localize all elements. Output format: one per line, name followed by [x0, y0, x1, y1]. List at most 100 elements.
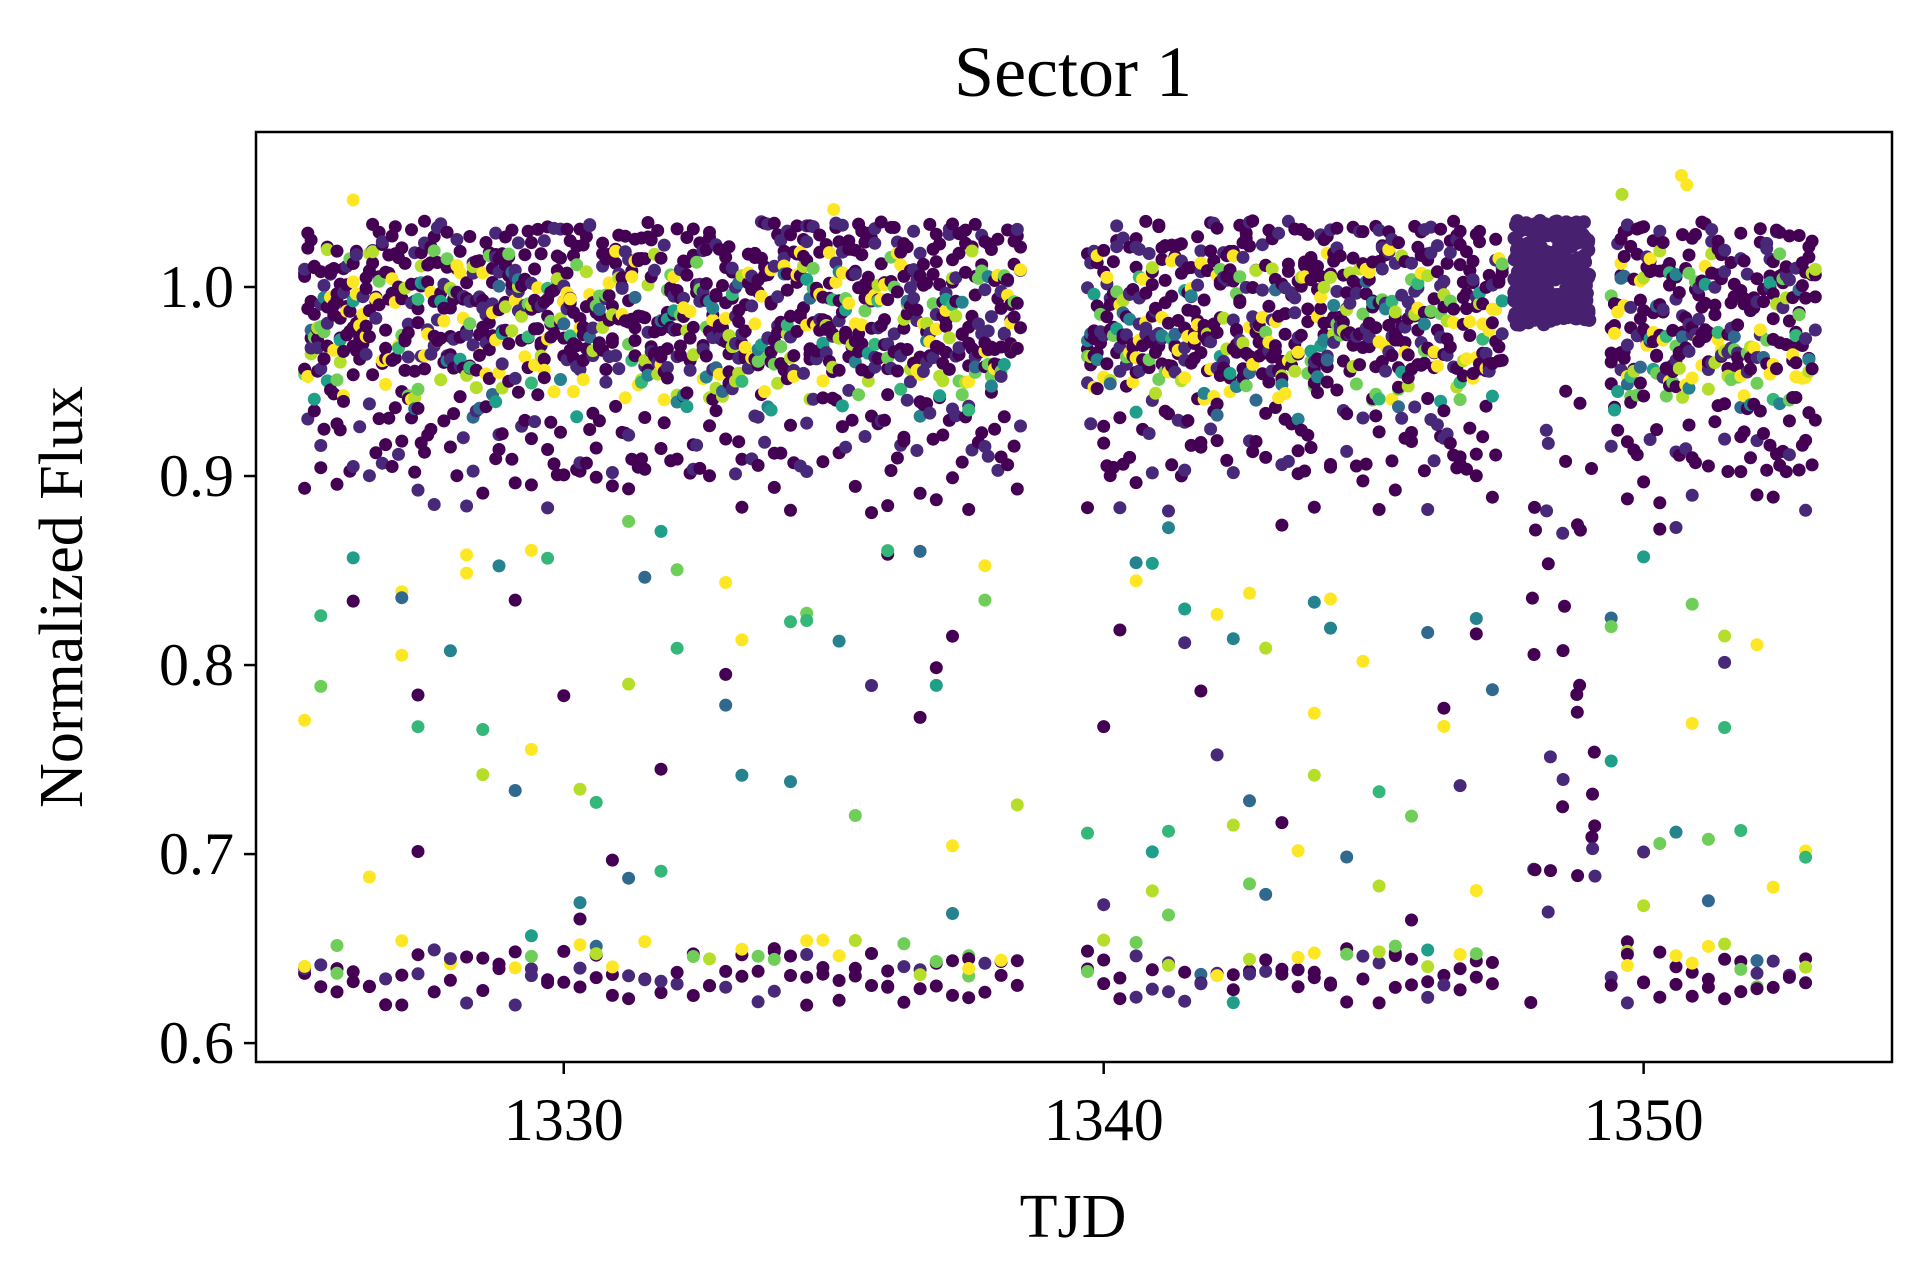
- data-point: [1307, 946, 1321, 960]
- data-point: [1711, 234, 1725, 248]
- data-point: [473, 348, 486, 362]
- data-point: [1453, 450, 1467, 464]
- data-point: [670, 323, 684, 337]
- data-point: [1307, 595, 1321, 609]
- data-point: [1753, 404, 1767, 418]
- data-point: [1731, 318, 1745, 332]
- data-point: [797, 366, 810, 380]
- data-point: [865, 679, 878, 692]
- data-point: [573, 912, 587, 926]
- data-point: [1782, 414, 1796, 428]
- data-point: [1320, 353, 1334, 367]
- data-point: [997, 410, 1011, 424]
- data-point: [1349, 277, 1363, 291]
- data-point: [1737, 292, 1751, 305]
- data-point: [1145, 963, 1159, 977]
- data-point: [346, 965, 360, 979]
- y-axis-label: Normalized Flux: [28, 386, 96, 808]
- data-point: [333, 355, 347, 369]
- data-point: [524, 543, 538, 557]
- data-point: [372, 298, 386, 312]
- data-point: [800, 614, 814, 627]
- data-point: [434, 331, 448, 345]
- data-point: [411, 316, 425, 330]
- data-point: [1705, 223, 1719, 237]
- data-point: [298, 959, 312, 973]
- data-point: [1014, 263, 1027, 277]
- data-point: [1191, 278, 1205, 292]
- data-point: [528, 415, 542, 429]
- data-point: [1528, 863, 1542, 877]
- data-point: [920, 276, 934, 290]
- data-point: [502, 337, 516, 351]
- data-point: [1356, 225, 1370, 239]
- data-point: [923, 406, 937, 420]
- data-point: [1288, 291, 1302, 305]
- data-point: [330, 244, 344, 258]
- data-point: [528, 262, 542, 276]
- data-point: [1324, 592, 1337, 606]
- data-point: [767, 259, 781, 273]
- data-point: [946, 217, 959, 231]
- data-point: [1362, 340, 1376, 354]
- data-point: [314, 362, 328, 376]
- data-point: [398, 363, 412, 377]
- data-point: [1469, 627, 1483, 641]
- data-point: [1782, 970, 1796, 984]
- data-point: [557, 468, 571, 482]
- data-point: [1674, 169, 1688, 182]
- data-point: [1653, 496, 1667, 510]
- data-point: [1808, 290, 1822, 304]
- data-point: [434, 373, 448, 387]
- data-point: [615, 271, 629, 285]
- data-point: [366, 245, 380, 259]
- data-point: [1369, 321, 1383, 335]
- data-point: [1259, 406, 1273, 420]
- data-point: [1255, 283, 1269, 297]
- data-point: [881, 979, 895, 993]
- data-point: [1178, 994, 1192, 1008]
- data-point: [1155, 253, 1169, 266]
- data-point: [1340, 407, 1354, 421]
- data-point: [1456, 369, 1470, 383]
- data-point: [443, 952, 457, 966]
- data-point: [1411, 277, 1425, 290]
- data-point: [1586, 842, 1600, 856]
- data-point: [622, 969, 636, 983]
- data-point: [1556, 800, 1570, 814]
- data-point: [443, 440, 457, 454]
- data-point: [1585, 462, 1598, 475]
- data-point: [1353, 358, 1367, 372]
- data-point: [703, 225, 716, 239]
- y-tick-label: 0.6: [159, 1010, 234, 1076]
- data-point: [800, 998, 814, 1012]
- data-point: [1805, 458, 1819, 472]
- data-point: [703, 952, 716, 966]
- data-point: [855, 337, 869, 351]
- data-point: [1116, 231, 1130, 245]
- data-point: [541, 551, 555, 565]
- data-point: [900, 240, 914, 254]
- data-point: [865, 979, 878, 992]
- data-point: [346, 460, 360, 473]
- data-point: [703, 469, 716, 483]
- data-point: [894, 382, 908, 396]
- data-point: [800, 934, 814, 948]
- data-point: [1239, 379, 1253, 393]
- data-point: [978, 956, 992, 970]
- data-point: [1291, 345, 1305, 359]
- data-point: [508, 593, 522, 607]
- data-point: [466, 338, 480, 352]
- data-point: [719, 250, 733, 264]
- data-point: [1204, 335, 1218, 349]
- data-point: [1311, 386, 1324, 399]
- data-point: [1526, 279, 1541, 294]
- data-point: [1324, 621, 1337, 635]
- data-point: [469, 381, 483, 395]
- data-point: [1586, 787, 1599, 801]
- data-point: [735, 768, 749, 782]
- data-point: [654, 762, 668, 776]
- data-point: [1304, 251, 1318, 264]
- data-point: [330, 477, 344, 491]
- data-point: [1424, 220, 1438, 234]
